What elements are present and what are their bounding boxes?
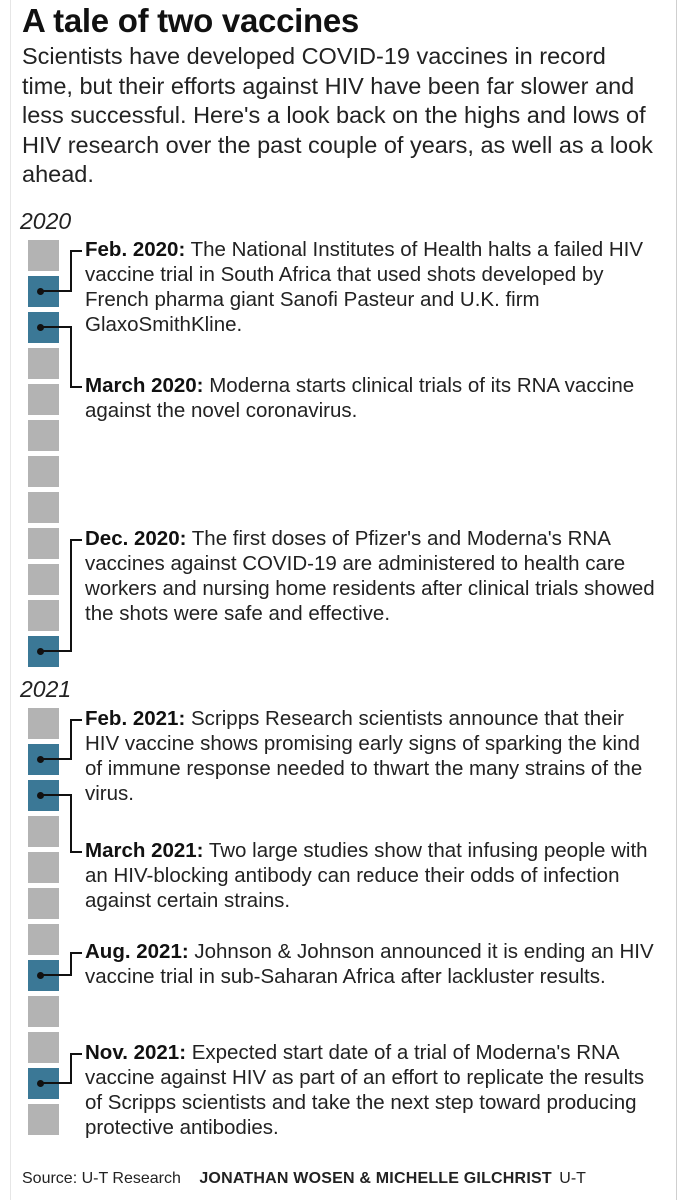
graphic-title: A tale of two vaccines [22,2,359,39]
connector-dot [37,288,44,295]
month-square-may-2020 [28,384,59,415]
entry-date: Feb. 2020: [85,238,186,261]
source-note: Source: U-T Research [22,1170,181,1187]
connector-line [41,326,71,328]
connector-line [41,290,71,292]
connector-line [70,539,82,541]
entry-date: Feb. 2021: [85,707,186,730]
month-square-jul-2020 [28,456,59,487]
entry-date: Dec. 2020: [85,527,187,550]
intro-paragraph: Scientists have developed COVID-19 vacci… [22,43,653,187]
byline: JONATHAN WOSEN & MICHELLE GILCHRIST [199,1170,552,1187]
connector-dot [37,756,44,763]
connector-line [41,1082,71,1084]
month-square-oct-2021 [28,1032,59,1063]
month-square-jan-2020 [28,240,59,271]
connector-line [70,952,72,976]
entry-text: The first doses of Pfizer's and Moderna'… [85,527,655,625]
connector-line [70,952,82,954]
connector-line [41,650,71,652]
connector-line [70,539,72,652]
timeline-entry-aug-2021: Aug. 2021: Johnson & Johnson announced i… [85,939,655,989]
connector-line [70,1053,82,1055]
timeline-entry-dec-2020: Dec. 2020: The first doses of Pfizer's a… [85,526,655,626]
month-square-apr-2021 [28,816,59,847]
month-square-nov-2020 [28,600,59,631]
year-label-2021: 2021 [20,676,72,702]
timeline-entry-mar-2020: March 2020: Moderna starts clinical tria… [85,373,655,423]
timeline-entry-mar-2021: March 2021: Two large studies show that … [85,838,655,913]
timeline-entry-feb-2020: Feb. 2020: The National Institutes of He… [85,237,655,337]
entry-date: Nov. 2021: [85,1041,187,1064]
month-square-oct-2020 [28,564,59,595]
connector-line [41,794,71,796]
entry-date: March 2020: [85,374,204,397]
entry-text: Two large studies show that infusing peo… [85,839,648,912]
connector-line [41,758,71,760]
connector-line [70,1053,72,1084]
month-square-jan-2021 [28,708,59,739]
entry-date: March 2021: [85,839,204,862]
connector-line [70,851,82,853]
month-square-dec-2021 [28,1104,59,1135]
footer-credit-line: Source: U-T Research JONATHAN WOSEN & MI… [22,1170,586,1188]
entry-text: Moderna starts clinical trials of its RN… [85,374,635,422]
connector-dot [37,324,44,331]
timeline-entry-feb-2021: Feb. 2021: Scripps Research scientists a… [85,706,655,806]
connector-line [41,974,71,976]
connector-line [70,794,72,853]
connector-line [70,250,82,252]
month-square-sep-2021 [28,996,59,1027]
connector-dot [37,972,44,979]
connector-line [70,326,72,388]
connector-dot [37,792,44,799]
entry-text: Expected start date of a trial of Modern… [85,1041,645,1139]
connector-line [70,719,72,760]
connector-line [70,719,82,721]
month-square-apr-2020 [28,348,59,379]
connector-line [70,386,82,388]
month-square-jun-2020 [28,420,59,451]
month-square-aug-2020 [28,492,59,523]
connector-line [70,250,72,292]
month-square-jul-2021 [28,924,59,955]
graphic-frame [10,0,677,1200]
connector-dot [37,648,44,655]
organization-label: U-T [559,1170,586,1187]
month-square-jun-2021 [28,888,59,919]
entry-text: Johnson & Johnson announced it is ending… [85,940,654,988]
entry-date: Aug. 2021: [85,940,189,963]
timeline-entry-nov-2021: Nov. 2021: Expected start date of a tria… [85,1040,655,1140]
month-square-may-2021 [28,852,59,883]
entry-text: Scripps Research scientists announce tha… [85,707,643,805]
year-label-2020: 2020 [20,208,72,234]
month-square-sep-2020 [28,528,59,559]
connector-dot [37,1080,44,1087]
entry-text: The National Institutes of Health halts … [85,238,643,336]
